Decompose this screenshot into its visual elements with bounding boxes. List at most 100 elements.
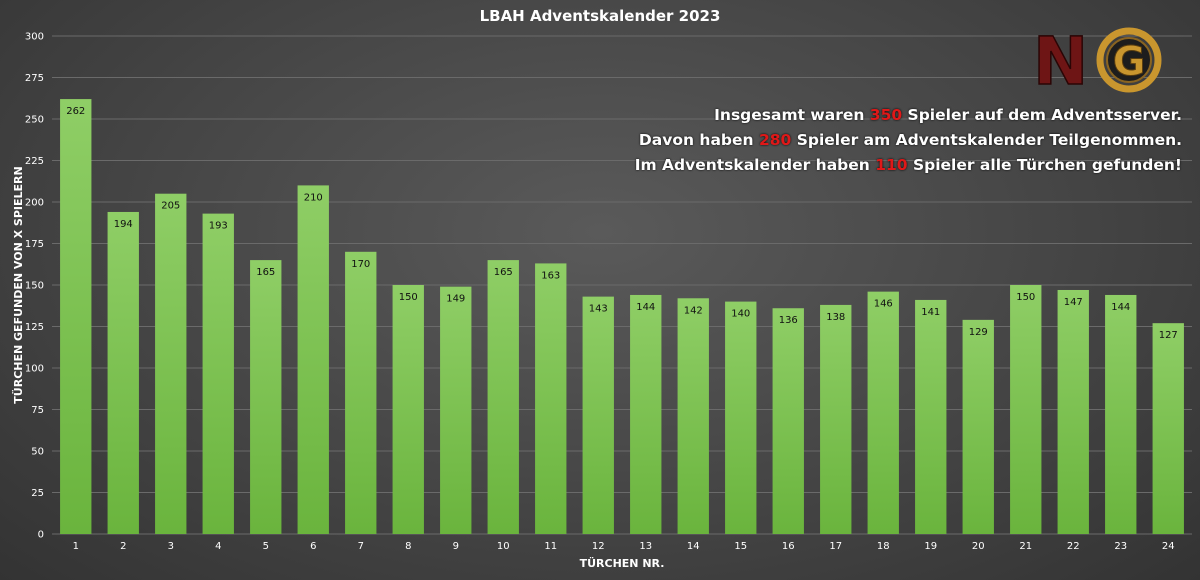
total-players-count: 350 (869, 106, 903, 124)
bar-12 (582, 296, 614, 534)
bar-7 (345, 251, 377, 535)
bar-10 (487, 260, 519, 534)
all-found-count: 110 (875, 156, 908, 174)
data-label-12: 143 (589, 304, 608, 315)
bar-20 (962, 319, 994, 534)
x-tick-label: 7 (358, 541, 364, 552)
bar-5 (250, 260, 282, 534)
data-label-7: 170 (351, 259, 370, 270)
data-label-2: 194 (114, 219, 133, 230)
x-tick-label: 1 (73, 541, 79, 552)
bar-2 (107, 211, 139, 534)
bar-14 (677, 298, 709, 534)
chart-title: LBAH Adventskalender 2023 (480, 7, 721, 25)
y-tick-label: 225 (25, 156, 44, 167)
bar-8 (392, 285, 424, 534)
data-label-5: 165 (256, 267, 275, 278)
x-tick-label: 12 (592, 541, 605, 552)
bar-4 (202, 213, 234, 534)
svg-text:N: N (1033, 24, 1088, 94)
bar-22 (1057, 289, 1089, 534)
x-tick-label: 13 (639, 541, 652, 552)
y-tick-label: 0 (38, 530, 44, 541)
x-tick-label: 21 (1019, 541, 1032, 552)
x-tick-label: 14 (687, 541, 700, 552)
summary-line-1: Insgesamt waren 350 Spieler auf dem Adve… (714, 106, 1182, 124)
data-label-20: 129 (969, 327, 988, 338)
bars: 262 194 205 193 165 210 170 150 149 165 163 143 144 1… (60, 99, 1184, 535)
bar-9 (440, 286, 472, 534)
bar-13 (630, 294, 662, 534)
data-label-10: 165 (494, 267, 513, 278)
bar-16 (772, 308, 804, 534)
ng-logo: N G (1031, 22, 1166, 101)
summary-line-2: Davon haben 280 Spieler am Adventskalend… (638, 131, 1182, 149)
bar-17 (820, 304, 852, 534)
x-axis-ticks: 1 2 3 4 5 6 7 8 9 10 11 12 13 14 15 16 17 18 19 20 21 22 23 24 (73, 541, 1175, 552)
data-label-11: 163 (541, 270, 560, 281)
data-label-6: 210 (304, 192, 323, 203)
bar-11 (535, 263, 567, 534)
y-tick-label: 125 (25, 322, 44, 333)
y-axis-title: TÜRCHEN GEFUNDEN VON X SPIELERN (11, 166, 25, 403)
x-tick-label: 2 (120, 541, 126, 552)
data-label-22: 147 (1064, 297, 1083, 308)
data-label-8: 150 (399, 292, 418, 303)
bar-19 (915, 299, 947, 534)
bar-18 (867, 291, 899, 534)
x-tick-label: 8 (405, 541, 411, 552)
data-label-9: 149 (446, 294, 465, 305)
data-label-15: 140 (731, 309, 750, 320)
y-axis-ticks: 0 25 50 75 100 125 150 175 200 225 250 275 300 (25, 32, 44, 541)
y-tick-label: 150 (25, 281, 44, 292)
data-label-17: 138 (826, 312, 845, 323)
y-tick-label: 300 (25, 32, 44, 43)
bar-3 (155, 193, 187, 534)
x-tick-label: 16 (782, 541, 795, 552)
y-tick-label: 250 (25, 115, 44, 126)
bar-1 (60, 99, 92, 534)
summary-text: Insgesamt waren 350 Spieler auf dem Adve… (635, 103, 1182, 178)
bar-15 (725, 301, 757, 534)
participants-count: 280 (758, 131, 792, 149)
x-tick-label: 5 (263, 541, 269, 552)
x-tick-label: 23 (1114, 541, 1127, 552)
gridlines (52, 35, 1192, 535)
data-label-3: 205 (161, 201, 180, 212)
x-axis-title: TÜRCHEN NR. (580, 556, 665, 570)
data-label-19: 141 (921, 307, 940, 318)
data-label-23: 144 (1111, 302, 1130, 313)
bar-21 (1010, 285, 1042, 534)
x-tick-label: 17 (829, 541, 842, 552)
data-label-1: 262 (66, 106, 85, 117)
data-label-24: 127 (1159, 330, 1178, 341)
x-tick-label: 19 (924, 541, 937, 552)
x-tick-label: 15 (734, 541, 747, 552)
summary-line-3: Im Adventskalender haben 110 Spieler all… (634, 156, 1182, 174)
data-label-4: 193 (209, 221, 228, 232)
bar-24 (1152, 323, 1184, 534)
x-tick-label: 20 (972, 541, 985, 552)
bar-23 (1105, 294, 1137, 534)
y-tick-label: 25 (31, 488, 44, 499)
x-tick-label: 11 (544, 541, 557, 552)
data-label-18: 146 (874, 299, 893, 310)
data-label-16: 136 (779, 315, 798, 326)
svg-text:G: G (1113, 39, 1146, 85)
data-label-21: 150 (1016, 292, 1035, 303)
bar-6 (297, 185, 329, 534)
x-tick-label: 6 (310, 541, 316, 552)
x-tick-label: 3 (168, 541, 174, 552)
data-label-13: 144 (636, 302, 655, 313)
x-tick-label: 24 (1162, 541, 1175, 552)
y-tick-label: 50 (31, 447, 44, 458)
y-tick-label: 100 (25, 364, 44, 375)
y-tick-label: 175 (25, 239, 44, 250)
x-tick-label: 18 (877, 541, 890, 552)
x-tick-label: 22 (1067, 541, 1080, 552)
y-tick-label: 75 (31, 405, 44, 416)
x-tick-label: 10 (497, 541, 510, 552)
x-tick-label: 4 (215, 541, 221, 552)
data-label-14: 142 (684, 305, 703, 316)
